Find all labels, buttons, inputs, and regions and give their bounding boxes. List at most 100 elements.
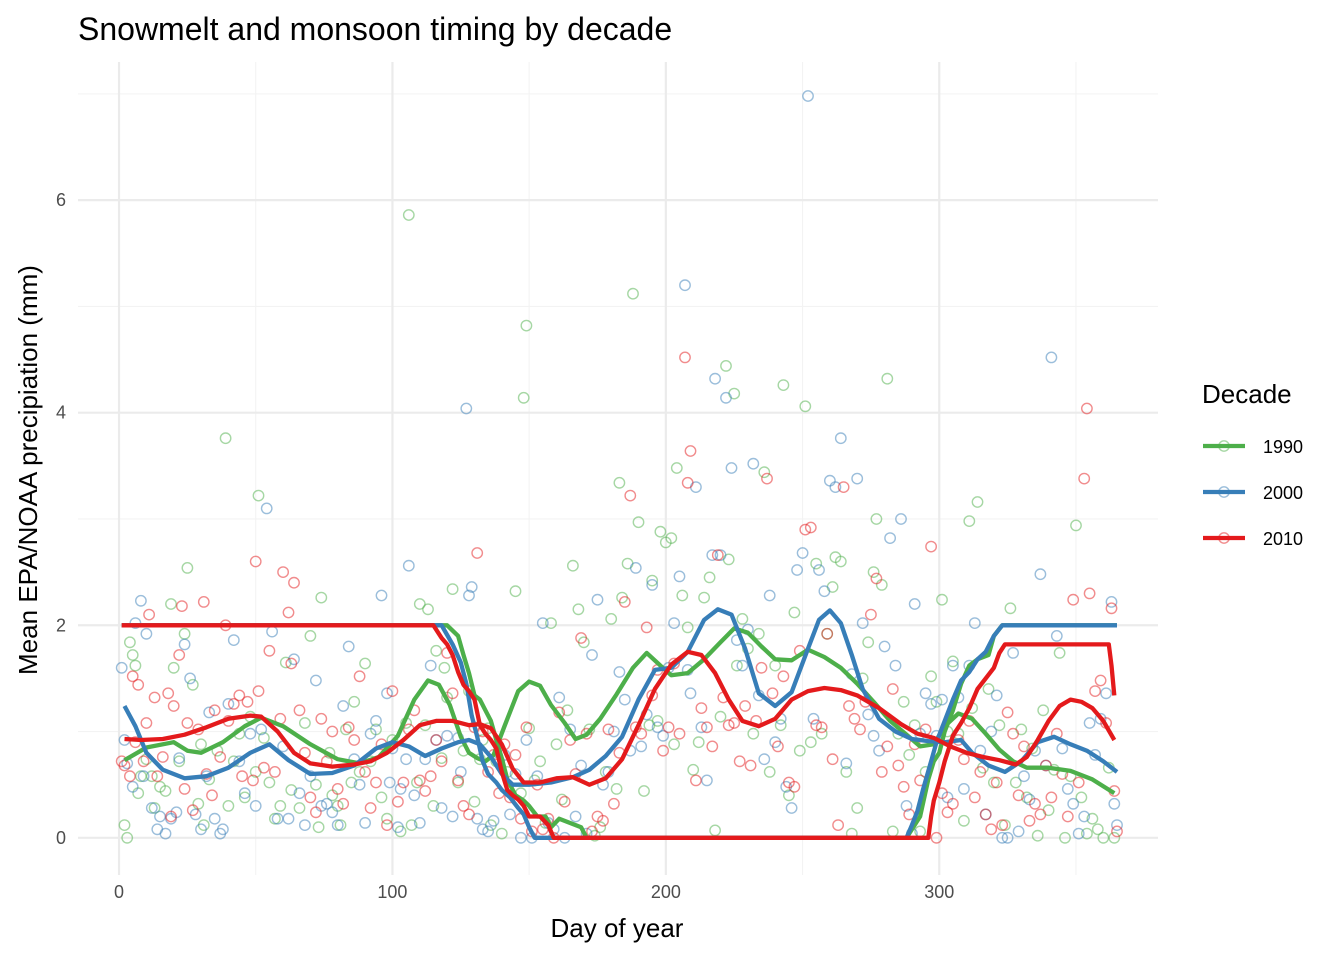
data-point-1990 bbox=[334, 819, 347, 831]
data-point-1990 bbox=[312, 821, 325, 834]
data-point-1990 bbox=[386, 734, 399, 746]
data-point-2000 bbox=[145, 802, 158, 814]
data-point-2000 bbox=[1050, 630, 1063, 642]
data-point-1990 bbox=[799, 400, 812, 413]
data-point-1990 bbox=[561, 704, 574, 717]
data-point-2010 bbox=[293, 704, 306, 717]
legend-label: 2010 bbox=[1263, 529, 1303, 549]
data-point-2010 bbox=[178, 783, 191, 795]
data-point-2000 bbox=[520, 734, 533, 746]
data-point-1990 bbox=[736, 613, 749, 625]
data-point-2010 bbox=[165, 810, 177, 823]
data-point-2000 bbox=[958, 783, 970, 795]
data-point-1990 bbox=[422, 603, 434, 616]
data-point-1990 bbox=[758, 466, 771, 479]
data-point-2010 bbox=[520, 721, 533, 734]
data-point-2010 bbox=[342, 721, 355, 734]
data-point-2000 bbox=[1100, 687, 1113, 700]
data-point-1990 bbox=[1059, 831, 1071, 844]
data-point-2000 bbox=[320, 797, 333, 810]
data-point-2000 bbox=[249, 800, 262, 812]
data-point-2010 bbox=[799, 523, 812, 536]
data-point-2000 bbox=[391, 821, 404, 834]
data-point-1990 bbox=[613, 476, 626, 489]
data-point-2010 bbox=[482, 766, 494, 778]
data-point-2000 bbox=[424, 659, 437, 672]
data-point-2010 bbox=[1045, 791, 1058, 804]
data-point-2010 bbox=[353, 670, 366, 683]
data-point-2010 bbox=[236, 770, 249, 783]
data-point-2000 bbox=[900, 800, 913, 812]
data-point-2010 bbox=[126, 670, 139, 683]
data-point-2010 bbox=[870, 572, 883, 585]
data-point-2000 bbox=[298, 819, 311, 831]
data-point-2010 bbox=[897, 780, 910, 793]
data-point-2000 bbox=[856, 617, 869, 629]
data-point-2010 bbox=[684, 445, 697, 457]
data-point-2000 bbox=[460, 402, 473, 415]
data-point-2000 bbox=[1067, 797, 1080, 810]
data-point-1990 bbox=[181, 562, 194, 574]
data-point-2010 bbox=[413, 774, 426, 787]
data-point-2010 bbox=[985, 823, 998, 836]
data-point-1990 bbox=[851, 802, 864, 814]
data-point-2010 bbox=[837, 481, 850, 493]
data-point-2000 bbox=[129, 617, 142, 629]
data-point-1990 bbox=[638, 785, 650, 797]
data-point-2000 bbox=[536, 617, 549, 629]
data-point-2000 bbox=[227, 634, 240, 646]
data-point-2010 bbox=[597, 814, 609, 827]
data-point-1990 bbox=[145, 770, 158, 783]
data-point-2000 bbox=[867, 729, 880, 742]
data-point-2000 bbox=[763, 589, 776, 602]
data-point-1990 bbox=[698, 591, 710, 604]
data-point-1990 bbox=[903, 749, 916, 761]
data-point-1990 bbox=[285, 784, 298, 796]
data-point-2000 bbox=[137, 770, 150, 783]
data-point-1990 bbox=[293, 802, 306, 814]
data-point-2010 bbox=[419, 785, 432, 797]
data-point-2000 bbox=[408, 789, 421, 802]
data-point-1990 bbox=[692, 736, 705, 749]
smooth-line-2000 bbox=[122, 607, 1119, 787]
data-point-2010 bbox=[1094, 674, 1107, 687]
data-point-2000 bbox=[889, 659, 902, 672]
data-point-2010 bbox=[397, 776, 410, 789]
data-point-1990 bbox=[517, 391, 530, 404]
data-point-2010 bbox=[1018, 740, 1030, 753]
data-point-2010 bbox=[337, 797, 350, 810]
data-point-2010 bbox=[821, 627, 834, 640]
data-point-2000 bbox=[203, 706, 216, 719]
data-point-2000 bbox=[791, 564, 803, 576]
data-point-2000 bbox=[608, 725, 620, 738]
data-point-1990 bbox=[411, 776, 423, 789]
data-point-2000 bbox=[435, 802, 448, 814]
data-point-2000 bbox=[173, 752, 186, 764]
data-point-2000 bbox=[720, 391, 732, 404]
data-point-2000 bbox=[370, 715, 382, 727]
data-point-2010 bbox=[1034, 808, 1047, 821]
data-point-2000 bbox=[813, 564, 825, 576]
data-point-2000 bbox=[134, 594, 147, 607]
legend-key-point bbox=[1218, 532, 1230, 544]
data-point-2010 bbox=[772, 740, 784, 753]
legend-item-1990: 1990 bbox=[1203, 437, 1303, 457]
data-point-2000 bbox=[465, 581, 478, 593]
data-point-2000 bbox=[140, 627, 153, 640]
data-point-1990 bbox=[804, 736, 817, 749]
data-point-1990 bbox=[963, 515, 976, 527]
data-point-1990 bbox=[870, 513, 883, 525]
data-point-2010 bbox=[618, 596, 631, 608]
data-point-1990 bbox=[123, 636, 136, 649]
data-point-1990 bbox=[222, 800, 235, 812]
data-point-2000 bbox=[925, 698, 937, 710]
data-point-2010 bbox=[941, 806, 954, 819]
data-point-2010 bbox=[364, 802, 377, 814]
data-point-2010 bbox=[810, 719, 823, 732]
data-point-2010 bbox=[979, 808, 992, 821]
data-point-1990 bbox=[1020, 791, 1033, 804]
data-point-2000 bbox=[796, 547, 809, 559]
data-point-2010 bbox=[739, 700, 751, 712]
data-point-1990 bbox=[867, 566, 880, 578]
data-point-2010 bbox=[755, 661, 768, 674]
